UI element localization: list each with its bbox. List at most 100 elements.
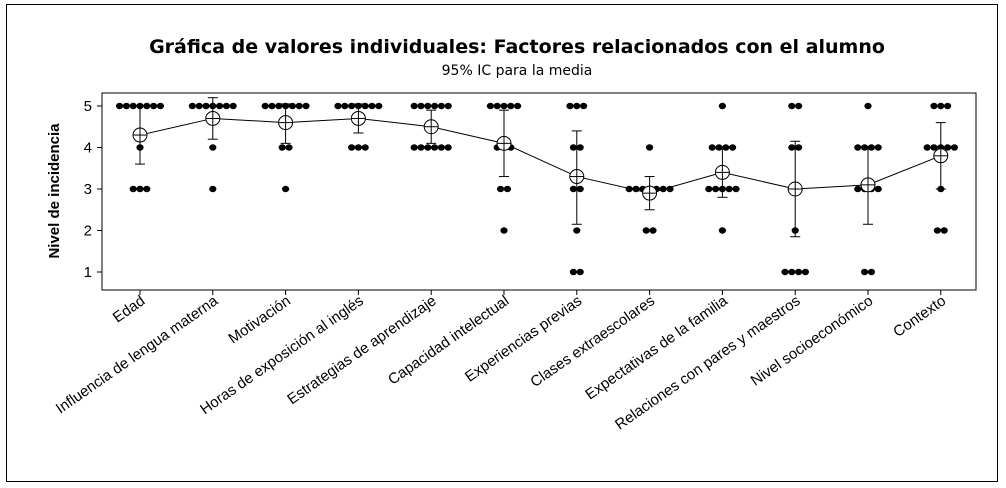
data-point bbox=[649, 227, 657, 234]
data-point bbox=[930, 102, 938, 110]
data-point bbox=[143, 185, 151, 193]
data-point bbox=[503, 185, 511, 193]
data-point bbox=[795, 144, 803, 151]
data-point bbox=[708, 144, 716, 151]
x-tick-label: Nivel socioeconómico bbox=[748, 292, 877, 389]
data-point bbox=[854, 185, 862, 193]
data-point bbox=[410, 144, 418, 151]
data-point bbox=[937, 102, 945, 110]
data-points bbox=[116, 102, 959, 276]
data-point bbox=[493, 102, 501, 110]
data-point bbox=[576, 268, 584, 276]
data-point bbox=[431, 102, 439, 110]
data-point bbox=[375, 102, 383, 110]
x-tick-label: Motivación bbox=[225, 292, 293, 347]
confidence-intervals bbox=[135, 97, 946, 238]
data-point bbox=[261, 102, 269, 110]
y-tick-label: 4 bbox=[84, 140, 92, 157]
data-point bbox=[874, 144, 882, 151]
data-point bbox=[729, 144, 737, 151]
data-point bbox=[788, 268, 796, 276]
data-point bbox=[209, 144, 217, 151]
data-point bbox=[129, 102, 137, 110]
mean-connect-line bbox=[139, 117, 941, 194]
data-point bbox=[275, 102, 283, 110]
data-point bbox=[944, 144, 952, 151]
data-point bbox=[417, 102, 425, 110]
data-point bbox=[801, 268, 810, 276]
chart-frame: Gráfica de valores individuales: Factore… bbox=[6, 4, 998, 482]
data-point bbox=[569, 144, 578, 151]
data-point bbox=[444, 102, 452, 110]
chart-svg: Gráfica de valores individuales: Factore… bbox=[46, 36, 977, 433]
data-point bbox=[788, 102, 796, 110]
data-point bbox=[410, 102, 418, 110]
data-point bbox=[285, 144, 293, 151]
data-point bbox=[712, 185, 720, 193]
data-point bbox=[861, 268, 869, 276]
data-point bbox=[444, 144, 452, 151]
data-point bbox=[195, 102, 203, 110]
data-point bbox=[725, 185, 733, 193]
data-point bbox=[361, 102, 369, 110]
data-point bbox=[282, 185, 290, 193]
data-point bbox=[431, 144, 439, 151]
data-point bbox=[576, 144, 584, 151]
data-point bbox=[718, 102, 727, 110]
data-point bbox=[867, 268, 876, 276]
x-tick-label: Edad bbox=[110, 292, 148, 326]
data-point bbox=[950, 144, 959, 151]
data-point bbox=[268, 102, 276, 110]
x-tick-label: Contexto bbox=[890, 292, 949, 340]
data-point bbox=[573, 102, 581, 110]
data-point bbox=[795, 102, 803, 110]
data-point bbox=[500, 102, 508, 110]
chart-subtitle: 95% IC para la media bbox=[442, 63, 593, 79]
data-point bbox=[437, 144, 445, 151]
data-point bbox=[864, 102, 872, 110]
data-point bbox=[507, 102, 515, 110]
data-point bbox=[348, 144, 356, 151]
data-point bbox=[150, 102, 158, 110]
data-point bbox=[854, 144, 862, 151]
y-tick-label: 5 bbox=[84, 98, 92, 115]
data-point bbox=[156, 102, 164, 110]
data-point bbox=[229, 102, 237, 110]
data-point bbox=[486, 102, 494, 110]
data-point bbox=[278, 144, 286, 151]
x-tick-label: Expectativas de la familia bbox=[582, 292, 731, 403]
data-point bbox=[573, 227, 581, 234]
data-point bbox=[222, 102, 230, 110]
data-point bbox=[129, 185, 137, 193]
mean-line bbox=[132, 110, 949, 201]
data-point bbox=[781, 268, 789, 276]
data-point bbox=[417, 144, 425, 151]
data-point bbox=[705, 185, 713, 193]
data-point bbox=[500, 227, 508, 234]
data-point bbox=[209, 185, 217, 193]
data-point bbox=[646, 144, 654, 151]
plot-area bbox=[101, 92, 977, 291]
data-point bbox=[874, 185, 882, 193]
chart-title: Gráfica de valores individuales: Factore… bbox=[149, 36, 885, 58]
data-point bbox=[795, 268, 803, 276]
x-tick-label: Experiencias previas bbox=[462, 292, 585, 385]
x-tick-label: Capacidad intelectual bbox=[385, 292, 512, 388]
data-point bbox=[368, 102, 376, 110]
data-point bbox=[341, 102, 349, 110]
data-point bbox=[923, 144, 931, 151]
data-point bbox=[497, 185, 505, 193]
y-tick-label: 2 bbox=[84, 223, 92, 240]
data-point bbox=[580, 102, 588, 110]
data-point bbox=[424, 144, 432, 151]
x-tick-label: Clases extraescolares bbox=[527, 292, 658, 391]
data-point bbox=[944, 102, 952, 110]
y-tick-label: 3 bbox=[84, 181, 92, 198]
data-point bbox=[437, 102, 445, 110]
data-point bbox=[188, 102, 196, 110]
data-point bbox=[569, 268, 578, 276]
data-point bbox=[136, 185, 144, 193]
data-point bbox=[295, 102, 303, 110]
data-point bbox=[514, 102, 522, 110]
